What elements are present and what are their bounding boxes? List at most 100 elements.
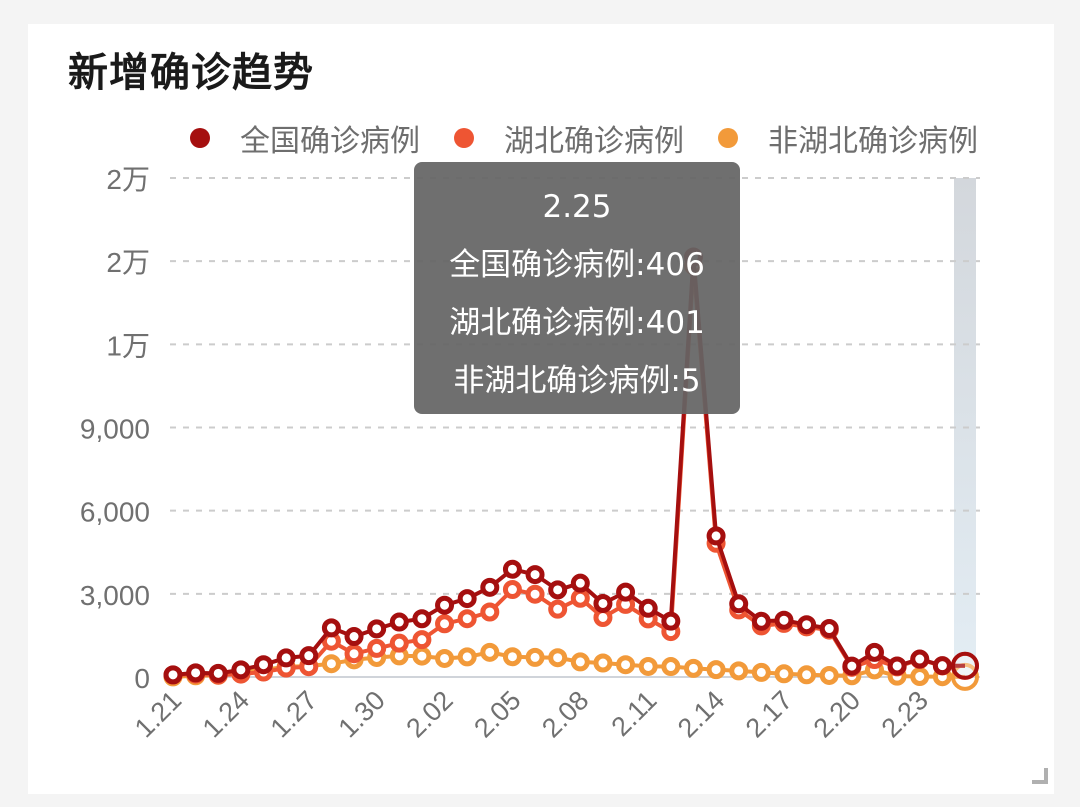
data-point[interactable] [254,655,274,675]
data-point[interactable] [389,633,409,653]
data-point[interactable] [321,618,341,638]
data-point[interactable] [683,658,703,678]
data-point[interactable] [910,667,930,687]
data-point[interactable] [638,656,658,676]
data-point[interactable] [548,648,568,668]
legend-dot-icon [190,128,210,148]
x-tick-label: 2.23 [876,685,934,743]
data-point[interactable] [525,584,545,604]
legend-label: 湖北确诊病例 [504,124,684,159]
data-point[interactable] [276,648,296,668]
data-point[interactable] [661,657,681,677]
tooltip-national: 全国确诊病例:406 [449,247,705,283]
data-point[interactable] [502,647,522,667]
data-point[interactable] [457,647,477,667]
data-point[interactable] [435,614,455,634]
data-point[interactable] [751,662,771,682]
data-point[interactable] [502,580,522,600]
data-point[interactable] [774,610,794,630]
data-point[interactable] [412,630,432,650]
data-point[interactable] [910,649,930,669]
x-tick-label: 1.27 [265,685,323,743]
data-point[interactable] [480,577,500,597]
data-point[interactable] [951,651,979,680]
y-tick-label: 2万 [106,164,150,195]
data-point[interactable] [525,565,545,585]
x-tick-label: 2.02 [400,685,458,743]
y-tick-label: 0 [134,663,150,694]
data-point[interactable] [729,594,749,614]
data-point[interactable] [548,599,568,619]
data-point[interactable] [321,654,341,674]
legend-label: 全国确诊病例 [240,124,420,159]
data-point[interactable] [208,663,228,683]
data-point[interactable] [616,655,636,675]
data-point[interactable] [570,588,590,608]
data-point[interactable] [367,619,387,639]
x-tick-label: 1.30 [333,685,391,743]
data-point[interactable] [616,582,636,602]
data-point[interactable] [661,611,681,631]
data-point[interactable] [389,612,409,632]
data-point[interactable] [457,609,477,629]
x-tick-label: 2.17 [740,685,798,743]
data-point[interactable] [819,665,839,685]
data-point[interactable] [593,653,613,673]
data-point[interactable] [480,642,500,662]
data-point[interactable] [344,644,364,664]
data-point[interactable] [729,661,749,681]
data-point[interactable] [797,665,817,685]
data-point[interactable] [570,652,590,672]
data-point[interactable] [344,627,364,647]
data-point[interactable] [480,602,500,622]
x-tick-label: 2.14 [672,685,730,743]
legend-item-national[interactable]: 全国确诊病例 [190,116,420,160]
data-point[interactable] [751,611,771,631]
chart-tooltip: 2.25 全国确诊病例:406 湖北确诊病例:401 非湖北确诊病例:5 [414,162,740,414]
tooltip-non-hubei: 非湖北确诊病例:5 [453,363,701,399]
data-point[interactable] [706,526,726,546]
data-point[interactable] [435,595,455,615]
data-point[interactable] [525,647,545,667]
legend-item-hubei[interactable]: 湖北确诊病例 [454,116,684,160]
x-tick-label: 2.11 [605,685,662,742]
x-tick-label: 1.24 [197,685,255,743]
tooltip-date: 2.25 [542,189,612,225]
data-point[interactable] [299,646,319,666]
y-tick-label: 6,000 [80,497,150,528]
legend: 全国确诊病例 湖北确诊病例 非湖北确诊病例 [190,116,1012,160]
data-point[interactable] [412,646,432,666]
x-tick-label: 2.08 [536,685,594,743]
data-point[interactable] [932,656,952,676]
x-tick-label: 2.05 [468,685,526,743]
data-point[interactable] [887,656,907,676]
legend-item-non-hubei[interactable]: 非湖北确诊病例 [718,116,978,160]
data-point[interactable] [163,665,183,685]
y-tick-label: 1万 [106,330,150,361]
y-tick-label: 2万 [106,247,150,278]
legend-dot-icon [454,128,474,148]
resize-handle-icon[interactable] [1032,768,1048,784]
data-point[interactable] [412,609,432,629]
tooltip-hubei: 湖北确诊病例:401 [449,305,705,341]
data-point[interactable] [570,573,590,593]
data-point[interactable] [231,660,251,680]
data-point[interactable] [457,589,477,609]
data-point[interactable] [435,648,455,668]
y-tick-label: 9,000 [80,414,150,445]
data-point[interactable] [774,664,794,684]
legend-dot-icon [718,128,738,148]
data-point[interactable] [819,619,839,639]
data-point[interactable] [842,656,862,676]
data-point[interactable] [638,598,658,618]
data-point[interactable] [186,663,206,683]
data-point[interactable] [548,580,568,600]
data-point[interactable] [593,593,613,613]
data-point[interactable] [706,660,726,680]
chart-title: 新增确诊趋势 [68,50,314,96]
data-point[interactable] [367,638,387,658]
data-point[interactable] [864,642,884,662]
data-point[interactable] [502,559,522,579]
data-point[interactable] [797,615,817,635]
